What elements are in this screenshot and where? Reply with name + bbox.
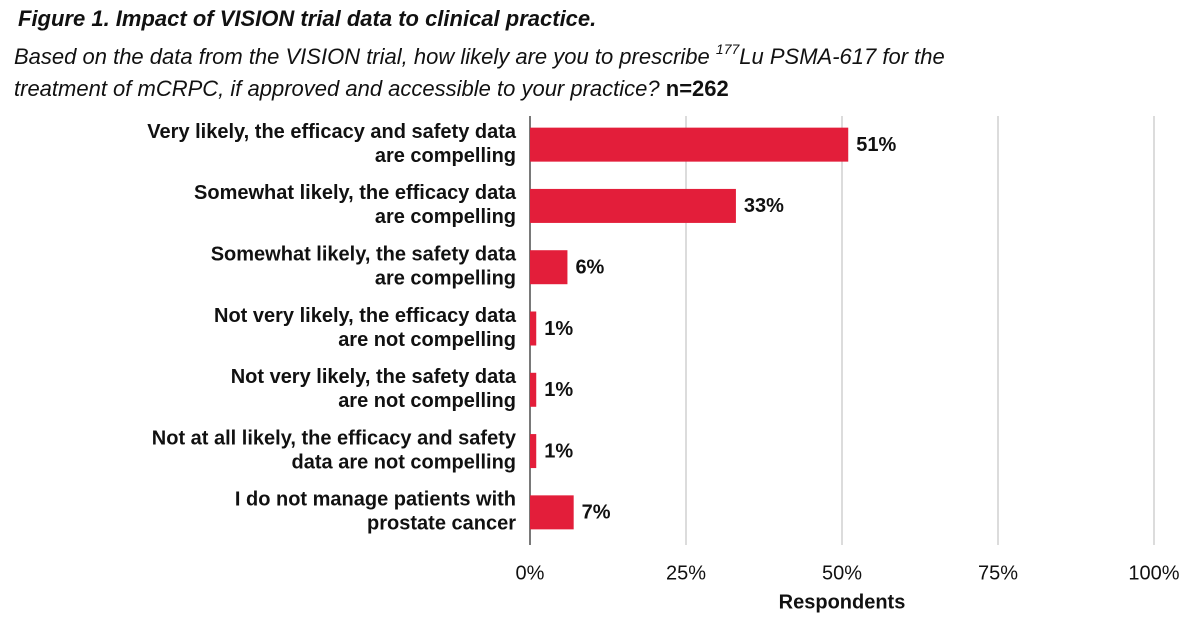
y-tick-label: I do not manage patients with <box>235 489 516 511</box>
bar <box>530 372 537 407</box>
y-tick-label: Not at all likely, the efficacy and safe… <box>152 427 517 449</box>
superscript: 177 <box>716 41 741 57</box>
y-tick-label: data are not compelling <box>292 451 516 473</box>
subtitle: treatment of mCRPC, if approved and acce… <box>14 76 729 101</box>
y-tick-label: are not compelling <box>338 390 516 412</box>
bar <box>530 311 537 346</box>
y-tick-label: are compelling <box>375 206 516 228</box>
bar <box>530 495 574 530</box>
x-tick-label: 25% <box>666 562 706 584</box>
y-tick-label: Very likely, the efficacy and safety dat… <box>147 121 517 143</box>
bar <box>530 188 736 223</box>
y-tick-label: Not very likely, the safety data <box>231 366 517 388</box>
value-label: 1% <box>544 440 573 462</box>
value-label: 7% <box>582 502 611 524</box>
value-label: 1% <box>544 379 573 401</box>
y-tick-label: are compelling <box>375 145 516 167</box>
sample-size: n=262 <box>666 76 729 101</box>
x-tick-label: 75% <box>978 562 1018 584</box>
value-label: 33% <box>744 195 784 217</box>
x-tick-label: 0% <box>516 562 545 584</box>
y-tick-label: Not very likely, the efficacy data <box>214 305 517 327</box>
bar <box>530 434 537 469</box>
value-label: 1% <box>544 318 573 340</box>
bar <box>530 127 849 162</box>
subtitle-text: treatment of mCRPC, if approved and acce… <box>14 76 660 101</box>
y-tick-label: are compelling <box>375 267 516 289</box>
value-label: 51% <box>856 134 896 156</box>
subtitle: Based on the data from the VISION trial,… <box>14 41 945 69</box>
subtitle-text: Lu PSMA-617 for the <box>739 44 944 69</box>
y-tick-label: Somewhat likely, the safety data <box>211 243 517 265</box>
x-tick-label: 100% <box>1128 562 1179 584</box>
x-tick-label: 50% <box>822 562 862 584</box>
x-axis-title: Respondents <box>779 591 906 613</box>
chart-title: Figure 1. Impact of VISION trial data to… <box>18 6 596 31</box>
y-tick-label: are not compelling <box>338 329 516 351</box>
y-tick-label: prostate cancer <box>367 513 516 535</box>
value-label: 6% <box>575 256 604 278</box>
subtitle-text: Based on the data from the VISION trial,… <box>14 44 716 69</box>
bar <box>530 250 568 285</box>
y-tick-label: Somewhat likely, the efficacy data <box>194 182 517 204</box>
